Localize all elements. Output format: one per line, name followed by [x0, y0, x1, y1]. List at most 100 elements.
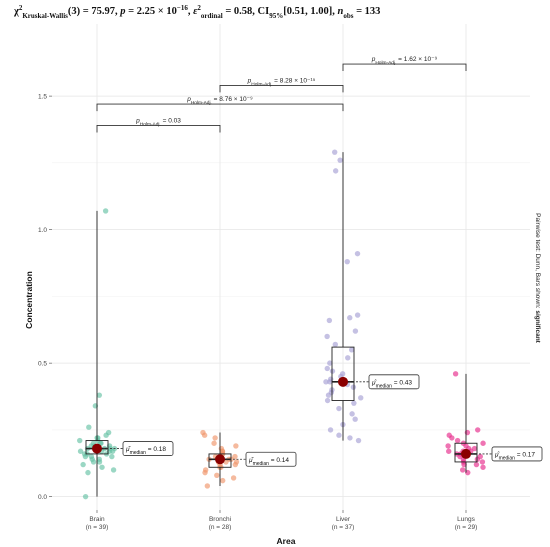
comparison-bar: pHolm-Adj. = 0.03	[96, 117, 221, 133]
group-liver: μ̂median = 0.43	[323, 149, 420, 444]
y-tick-label: 0.5	[38, 360, 47, 367]
data-point	[230, 475, 237, 481]
box-groups: μ̂median = 0.18 μ̂median = 0.14 μ̂median =…	[77, 149, 543, 500]
data-point	[325, 392, 332, 398]
x-tick-label: Brain	[89, 516, 105, 523]
data-point	[99, 464, 105, 470]
median-label: μ̂median = 0.17	[494, 451, 535, 461]
data-point	[201, 432, 208, 438]
data-point	[96, 392, 103, 398]
data-point	[344, 258, 350, 265]
data-point	[348, 347, 355, 353]
data-point	[82, 453, 89, 460]
data-point	[327, 427, 334, 433]
chart-title: χ2Kruskal-Wallis(3) = 75.97, p = 2.25 × …	[13, 4, 380, 20]
y-tick-label: 1.5	[38, 93, 47, 100]
comparison-bars: pHolm-Adj. = 0.03 pHolm-Adj. = 8.76 × 10⁻…	[96, 56, 467, 133]
data-point	[473, 461, 480, 468]
plot-panel	[52, 24, 530, 510]
data-point	[212, 435, 218, 441]
data-point	[332, 168, 339, 174]
comparison-label: pHolm-Adj. = 0.03	[135, 117, 181, 127]
data-point	[80, 461, 86, 468]
data-point	[103, 432, 109, 438]
comparison-label: pHolm-Adj. = 1.62 × 10⁻⁹	[371, 56, 438, 66]
box	[331, 346, 355, 401]
grid	[52, 24, 530, 510]
comparison-label: pHolm-Adj. = 8.28 × 10⁻¹⁵	[247, 77, 316, 87]
data-point	[461, 461, 467, 468]
data-point	[82, 493, 89, 500]
median-marker	[92, 443, 102, 454]
x-tick-n-label: (n = 37)	[332, 524, 355, 531]
data-point	[233, 443, 239, 449]
median-label-box	[368, 374, 420, 390]
box	[454, 442, 478, 463]
data-point	[352, 416, 358, 422]
median-label-box	[491, 446, 543, 462]
data-point	[86, 424, 92, 430]
data-point	[329, 368, 336, 374]
data-point	[337, 157, 343, 163]
data-point	[324, 365, 330, 372]
x-tick-label: Bronchi	[209, 516, 231, 523]
data-point	[352, 328, 359, 334]
x-axis-label: Area	[277, 536, 296, 546]
data-point	[323, 379, 329, 385]
data-point	[355, 437, 362, 444]
data-point	[459, 467, 466, 473]
data-point	[202, 469, 208, 476]
y-tick-label: 0.0	[38, 494, 47, 501]
median-marker	[461, 448, 471, 459]
data-point	[471, 445, 478, 452]
data-point	[452, 371, 459, 377]
data-point	[350, 384, 357, 390]
data-point	[479, 459, 486, 465]
data-point	[109, 453, 115, 460]
data-point	[480, 440, 486, 446]
median-label-box	[122, 441, 174, 456]
data-point	[336, 432, 342, 438]
comparison-bar: pHolm-Adj. = 1.62 × 10⁻⁹	[342, 56, 467, 72]
median-label: μ̂median = 0.18	[125, 446, 166, 456]
data-point	[331, 149, 338, 155]
median-label-box	[245, 451, 297, 467]
data-point	[347, 315, 353, 321]
data-point	[324, 333, 330, 340]
data-point	[96, 459, 103, 465]
x-tick-label: Liver	[336, 516, 351, 523]
data-point	[324, 397, 331, 404]
x-tick-n-label: (n = 39)	[86, 524, 109, 531]
data-point	[445, 443, 451, 449]
data-point	[464, 429, 471, 436]
box	[208, 453, 232, 468]
y-tick-label: 1.0	[38, 227, 47, 234]
y-axis-label: Concentration	[24, 271, 34, 329]
x-tick-n-label: (n = 28)	[209, 524, 232, 531]
data-point	[214, 472, 220, 478]
data-point	[354, 312, 361, 318]
data-point	[220, 477, 226, 484]
median-marker	[215, 454, 225, 465]
data-point	[475, 427, 481, 433]
data-point	[336, 405, 342, 412]
x-axis: Brain(n = 39) Bronchi(n = 28) Liver(n = 37…	[86, 510, 477, 531]
data-point	[102, 208, 109, 214]
data-point	[332, 341, 339, 348]
data-point	[326, 317, 333, 324]
group-bronchi: μ̂median = 0.14	[200, 429, 297, 489]
data-point	[232, 453, 238, 460]
comparison-bar: pHolm-Adj. = 8.28 × 10⁻¹⁵	[219, 77, 344, 93]
median-label: μ̂median = 0.43	[371, 379, 412, 389]
comparison-label: pHolm-Adj. = 8.76 × 10⁻⁹	[186, 96, 253, 106]
data-point	[77, 437, 83, 444]
data-point	[327, 360, 333, 366]
data-point	[454, 437, 461, 444]
box	[85, 440, 109, 455]
x-tick-label: Lungs	[457, 516, 475, 523]
side-caption: Pairwise test: Dunn, Bars shown: signifi…	[534, 213, 541, 344]
data-point	[351, 400, 357, 406]
comparison-bar: pHolm-Adj. = 8.76 × 10⁻⁹	[96, 96, 344, 112]
data-point	[90, 459, 97, 465]
data-point	[85, 469, 91, 476]
